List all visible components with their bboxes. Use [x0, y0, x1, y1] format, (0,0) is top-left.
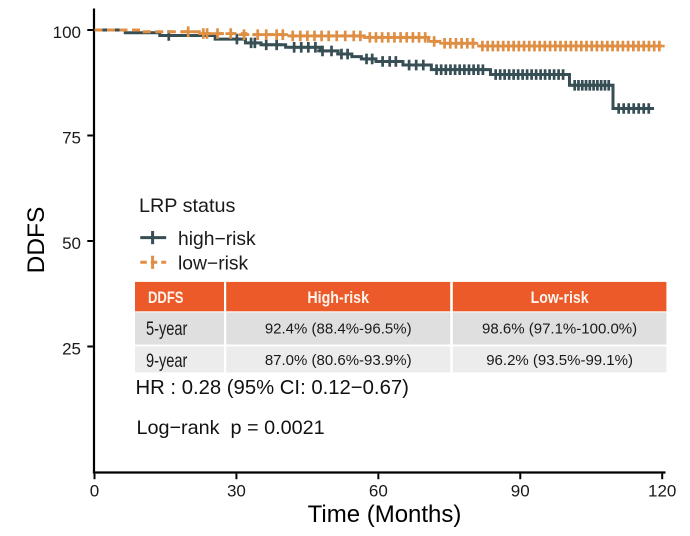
- svg-text:50: 50: [62, 234, 81, 253]
- svg-text:low−risk: low−risk: [178, 254, 249, 275]
- svg-text:Log−rank p = 0.0021: Log−rank p = 0.0021: [137, 417, 325, 439]
- svg-text:high−risk: high−risk: [178, 229, 256, 250]
- svg-text:9-year: 9-year: [146, 351, 188, 372]
- svg-text:98.6% (97.1%-100.0%): 98.6% (97.1%-100.0%): [482, 320, 637, 337]
- svg-text:Time (Months): Time (Months): [308, 501, 462, 528]
- svg-text:96.2% (93.5%-99.1%): 96.2% (93.5%-99.1%): [486, 352, 633, 369]
- svg-text:DDFS: DDFS: [148, 288, 184, 307]
- svg-text:0: 0: [90, 482, 99, 501]
- svg-text:DDFS: DDFS: [23, 207, 50, 274]
- svg-text:75: 75: [62, 128, 81, 147]
- svg-text:5-year: 5-year: [146, 319, 188, 340]
- svg-text:100: 100: [53, 23, 81, 42]
- svg-text:LRP status: LRP status: [139, 195, 236, 217]
- svg-text:92.4% (88.4%-96.5%): 92.4% (88.4%-96.5%): [265, 320, 412, 337]
- svg-text:30: 30: [227, 482, 246, 501]
- svg-text:60: 60: [369, 482, 388, 501]
- svg-text:High-risk: High-risk: [307, 288, 369, 307]
- svg-text:87.0% (80.6%-93.9%): 87.0% (80.6%-93.9%): [265, 352, 412, 369]
- svg-text:90: 90: [511, 482, 530, 501]
- svg-text:Low-risk: Low-risk: [531, 288, 589, 307]
- svg-text:25: 25: [62, 339, 81, 358]
- svg-text:HR : 0.28 (95% CI: 0.12−0.67): HR : 0.28 (95% CI: 0.12−0.67): [136, 377, 409, 399]
- svg-text:120: 120: [648, 482, 676, 501]
